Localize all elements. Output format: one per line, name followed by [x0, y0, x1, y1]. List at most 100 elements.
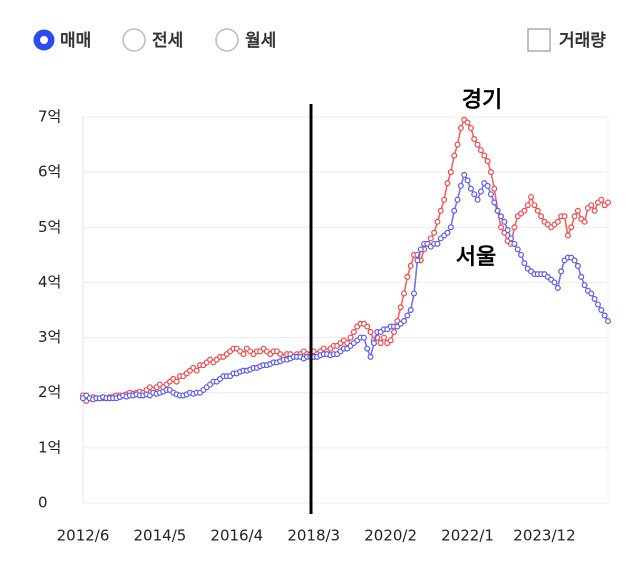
data-point [360, 334, 367, 341]
data-point [551, 279, 558, 286]
y-tick-label: 1억 [38, 438, 61, 456]
data-point [604, 318, 611, 325]
data-point [240, 351, 247, 358]
data-point [571, 213, 578, 220]
data-point [370, 340, 377, 347]
data-point [568, 224, 575, 231]
data-point [554, 218, 561, 225]
data-point [407, 262, 414, 269]
y-tick-label: 2억 [38, 383, 61, 401]
data-point [467, 125, 474, 132]
data-point [511, 224, 518, 231]
data-point [380, 334, 387, 341]
data-point [518, 251, 525, 258]
data-point [504, 227, 511, 234]
data-point [474, 141, 481, 148]
checkbox-label[interactable]: 거래량 [559, 31, 606, 51]
series-label: 경기 [462, 88, 502, 113]
data-point [581, 282, 588, 289]
data-point [524, 202, 531, 209]
data-point [511, 240, 518, 247]
data-point [491, 185, 498, 192]
radio-dot [40, 36, 48, 44]
data-point [444, 229, 451, 236]
plot: 0 1억 2억 3억 4억 5억 6억 7억 2012/6 2014/5 2016/4 2018/3 2… [38, 108, 611, 545]
x-tick-label: 2016/4 [210, 527, 263, 545]
data-point [591, 207, 598, 214]
data-point [364, 323, 371, 330]
data-point [588, 290, 595, 297]
data-point [434, 240, 441, 247]
data-point [461, 171, 468, 178]
data-point [477, 147, 484, 154]
data-point [581, 218, 588, 225]
series-label: 서울 [456, 245, 496, 270]
radio-label[interactable]: 전세 [152, 31, 183, 51]
y-tick-label: 5억 [38, 218, 61, 236]
data-point [414, 257, 421, 264]
data-point [598, 307, 605, 314]
x-tick-label: 2020/2 [364, 527, 417, 545]
data-point [491, 199, 498, 206]
data-point [508, 235, 515, 242]
data-point [387, 337, 394, 344]
data-point [604, 199, 611, 206]
data-point [437, 207, 444, 214]
x-tick-label: 2018/3 [287, 527, 340, 545]
radio-label[interactable]: 월세 [245, 31, 276, 51]
data-point [534, 207, 541, 214]
checkbox[interactable] [527, 28, 551, 52]
y-tick-label: 0 [38, 494, 48, 512]
data-point [494, 207, 501, 214]
data-point [574, 262, 581, 269]
data-point [457, 125, 464, 132]
data-point [484, 158, 491, 165]
data-point [364, 345, 371, 352]
data-point [594, 301, 601, 308]
data-point [457, 182, 464, 189]
data-point [173, 378, 180, 385]
data-point [464, 177, 471, 184]
data-point [554, 284, 561, 291]
data-point [497, 213, 504, 220]
data-point [521, 207, 528, 214]
data-point [404, 273, 411, 280]
y-tick-label: 6억 [38, 163, 61, 181]
data-point [447, 224, 454, 231]
radio[interactable] [215, 28, 239, 52]
data-point [397, 304, 404, 311]
data-point [464, 119, 471, 126]
data-point [601, 312, 608, 319]
data-point [367, 329, 374, 336]
series-line [82, 118, 609, 403]
radio-label[interactable]: 매매 [60, 31, 91, 51]
data-point [578, 273, 585, 280]
data-point [377, 340, 384, 347]
data-point [411, 290, 418, 297]
radio[interactable] [122, 28, 146, 52]
data-point [417, 246, 424, 253]
data-point [521, 260, 528, 267]
data-point [561, 213, 568, 220]
x-tick-label: 2022/1 [441, 527, 494, 545]
x-tick-label: 2023/12 [513, 527, 575, 545]
data-point [598, 196, 605, 203]
data-point [558, 268, 565, 275]
data-point [501, 218, 508, 225]
data-point [514, 246, 521, 253]
x-tick-label: 2014/5 [134, 527, 187, 545]
data-point [404, 312, 411, 319]
data-point [487, 169, 494, 176]
data-point [588, 202, 595, 209]
data-point [401, 318, 408, 325]
data-point [564, 232, 571, 239]
data-point [574, 207, 581, 214]
data-point [451, 207, 458, 214]
data-point [481, 152, 488, 159]
data-point [497, 224, 504, 231]
y-tick-label: 7억 [38, 108, 61, 126]
data-point [471, 136, 478, 143]
data-point [367, 353, 374, 360]
data-point [531, 202, 538, 209]
